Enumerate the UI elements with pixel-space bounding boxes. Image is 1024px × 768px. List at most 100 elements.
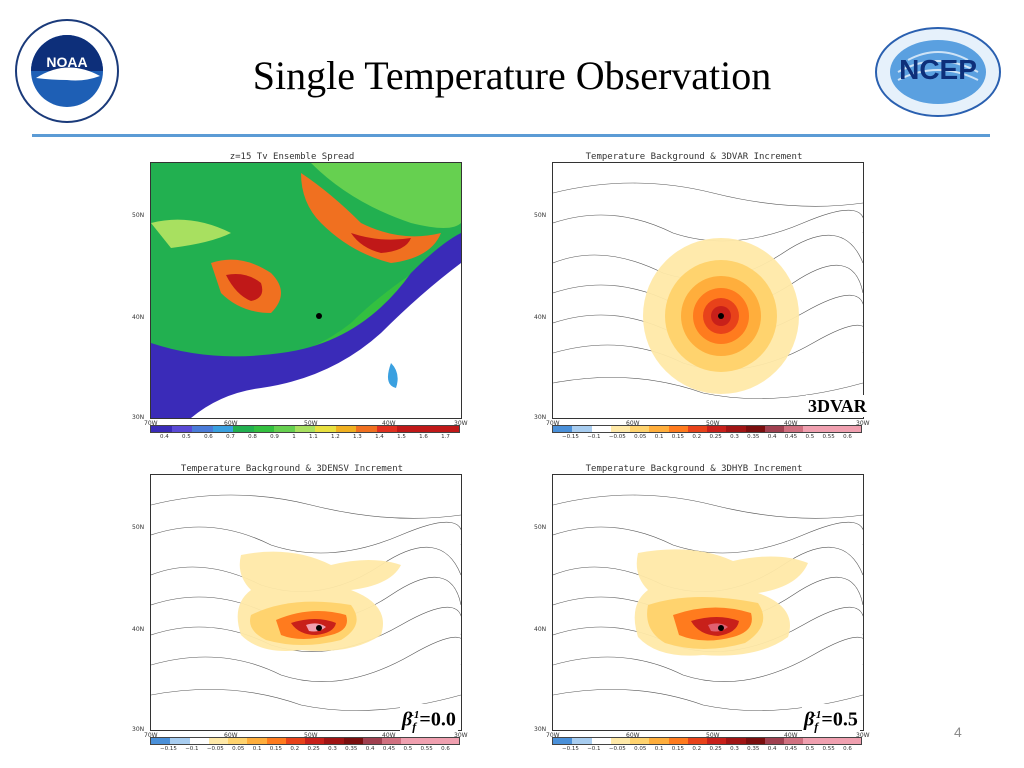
colorbar-swatch xyxy=(151,426,172,432)
colorbar-tick-label: 1.1 xyxy=(308,434,318,440)
colorbar-tick-label: 0.6 xyxy=(843,746,852,752)
colorbar-swatch xyxy=(822,738,842,744)
x-tick-60w: 60W xyxy=(626,732,640,739)
x-tick-50w: 50W xyxy=(706,420,720,427)
colorbar-tick-label: 0.9 xyxy=(270,434,279,440)
y-tick-40n: 40N xyxy=(534,314,547,321)
colorbar-tick-label: 0.05 xyxy=(634,746,647,752)
colorbar-tick-label: −0.15 xyxy=(160,746,177,752)
colorbar-swatch xyxy=(362,738,382,744)
colorbar-labels: −0.15 −0.1 −0.05 0.05 0.1 0.15 0.2 0.25 0.3 0.35 0… xyxy=(552,745,862,752)
colorbar-tick-label: −0.1 xyxy=(587,434,601,440)
colorbar-tick-label: 1.2 xyxy=(331,434,340,440)
colorbar-swatch xyxy=(438,426,459,432)
colorbar-tick-label: 0.7 xyxy=(226,434,235,440)
colorbar-swatch xyxy=(228,738,248,744)
colorbar-tick-label: 0.25 xyxy=(709,746,722,752)
colorbar-swatch xyxy=(745,738,765,744)
y-tick-50n: 50N xyxy=(534,524,547,531)
colorbar-tick-label: 0.1 xyxy=(252,746,262,752)
colorbar-labels: −0.15 −0.1 −0.05 0.05 0.1 0.15 0.2 0.25 0.3 0.35 0… xyxy=(150,745,460,752)
beta-subscript: f xyxy=(412,719,417,734)
page-number: 4 xyxy=(954,724,962,740)
panel-3densv: Temperature Background & 3DENSV Incremen… xyxy=(122,464,468,754)
colorbar-3dvar: −0.15 −0.1 −0.05 0.05 0.1 0.15 0.2 0.25 0.3 0.35 0… xyxy=(552,425,862,440)
colorbar-tick-label: 0.05 xyxy=(232,746,245,752)
colorbar-swatch xyxy=(572,426,592,432)
colorbar-tick-label: 0.4 xyxy=(365,746,375,752)
slide-title: Single Temperature Observation xyxy=(252,53,772,98)
colorbar-labels: −0.15 −0.1 −0.05 0.05 0.1 0.15 0.2 0.25 0.3 0.35 0… xyxy=(552,433,862,440)
colorbar-swatch xyxy=(253,426,275,432)
panel-title: z=15 Tv Ensemble Spread xyxy=(229,152,355,162)
colorbar-tick-label: 0.55 xyxy=(822,434,835,440)
colorbar-tick-label: 0.5 xyxy=(182,434,191,440)
colorbar-tick-label: −0.05 xyxy=(608,746,626,752)
colorbar-swatch xyxy=(382,738,402,744)
3dhyb-field xyxy=(553,494,863,711)
y-tick-30n: 30N xyxy=(132,726,145,733)
colorbar-swatch xyxy=(335,426,357,432)
colorbar-tick-label: 0.15 xyxy=(671,434,685,440)
colorbar-tick-label: 0.35 xyxy=(747,434,760,440)
colorbar-tick-label: 0.6 xyxy=(204,434,213,440)
y-tick-50n: 50N xyxy=(132,524,145,531)
x-tick-30w: 30W xyxy=(454,732,468,739)
colorbar-tick-label: −0.15 xyxy=(562,746,579,752)
colorbar-swatch xyxy=(397,426,418,432)
ncep-logo-graphic xyxy=(875,27,1001,117)
colorbar-tick-label: 0.45 xyxy=(382,746,396,752)
colorbar-tick-label: 0.3 xyxy=(730,434,739,440)
colorbar-swatch xyxy=(707,738,727,744)
panel-title: Temperature Background & 3DVAR Increment xyxy=(585,152,803,162)
colorbar-swatch xyxy=(171,426,193,432)
method-label: βf-1=0.0 xyxy=(400,704,458,738)
beta-value: =0.5 xyxy=(821,708,858,731)
method-label: 3DVAR xyxy=(806,395,869,417)
colorbar-tick-label: 0.5 xyxy=(805,746,815,752)
x-tick-30w: 30W xyxy=(856,732,870,739)
colorbar-swatch xyxy=(591,738,611,744)
colorbar-tick-label: 1.3 xyxy=(353,434,362,440)
colorbar-swatch xyxy=(305,738,325,744)
colorbar-swatch xyxy=(439,738,459,744)
colorbar-3densv: −0.15 −0.1 −0.05 0.05 0.1 0.15 0.2 0.25 0.3 0.35 0… xyxy=(150,737,460,752)
colorbar-swatch xyxy=(591,426,611,432)
colorbar-swatch xyxy=(803,738,823,744)
colorbar-swatch xyxy=(189,738,209,744)
beta-subscript: f xyxy=(814,719,819,734)
colorbar-tick-label: 0.4 xyxy=(160,434,169,440)
method-label: βf-1=0.5 xyxy=(802,704,860,738)
colorbar-tick-label: 1.4 xyxy=(375,434,384,440)
colorbar-tick-label: 0.55 xyxy=(822,746,835,752)
beta-symbol: β xyxy=(804,708,815,731)
colorbar-swatch xyxy=(401,738,421,744)
colorbar-tick-label: 0.2 xyxy=(692,746,702,752)
colorbar-swatch xyxy=(764,426,784,432)
3densv-field xyxy=(151,494,461,711)
3densv-map xyxy=(150,474,462,731)
noaa-logo: NOAA xyxy=(14,18,120,124)
colorbar-swatch xyxy=(170,738,190,744)
colorbar-swatch xyxy=(572,738,592,744)
colorbar-3dhyb: −0.15 −0.1 −0.05 0.05 0.1 0.15 0.2 0.25 0.3 0.35 0… xyxy=(552,737,862,752)
x-tick-60w: 60W xyxy=(224,420,238,427)
colorbar-swatches xyxy=(150,425,460,433)
colorbar-swatch xyxy=(841,426,861,432)
colorbar-tick-label: 0.45 xyxy=(784,434,798,440)
colorbar-tick-label: 0.6 xyxy=(843,434,852,440)
panel-3dvar: Temperature Background & 3DVAR Increment… xyxy=(524,152,870,442)
colorbar-swatch xyxy=(784,426,804,432)
y-tick-30n: 30N xyxy=(132,414,145,421)
colorbar-tick-label: −0.05 xyxy=(608,434,626,440)
colorbar-swatch xyxy=(707,426,727,432)
colorbar-tick-label: 0.55 xyxy=(420,746,433,752)
colorbar-swatch xyxy=(553,738,573,744)
y-tick-30n: 30N xyxy=(534,726,547,733)
colorbar-tick-label: 0.25 xyxy=(709,434,722,440)
colorbar-tick-label: 0.6 xyxy=(441,746,450,752)
colorbar-tick-label: 0.05 xyxy=(634,434,647,440)
x-tick-70w: 70W xyxy=(546,732,560,739)
beta-value: =0.0 xyxy=(419,708,456,731)
colorbar-swatch xyxy=(417,426,439,432)
